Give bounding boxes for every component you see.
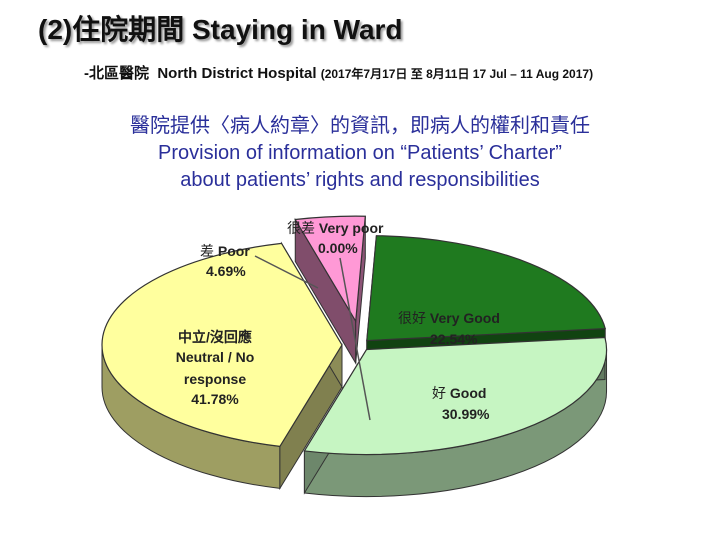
hospital-name: North District Hospital: [157, 65, 317, 82]
label-very-good-value: 22.54%: [430, 331, 478, 347]
label-very-poor-value: 0.00%: [318, 240, 358, 256]
label-very-poor-name: 很差 Very poor: [287, 220, 384, 236]
hospital-prefix: -北區醫院: [84, 65, 149, 82]
pie-slices: [101, 215, 608, 498]
hospital-subtitle: -北區醫院 North District Hospital (2017年7月17…: [84, 62, 593, 83]
slice-top-good: [303, 336, 608, 456]
survey-period: (2017年7月17日 至 8月11日 17 Jul – 11 Aug 2017…: [320, 67, 594, 81]
label-neutral-name-zh: 中立/沒回應: [178, 329, 252, 345]
slice-top-neutral-no-response: [101, 242, 343, 448]
label-good-name: 好 Good: [432, 385, 486, 401]
slice-top-very-good: [366, 235, 606, 342]
label-good-value: 30.99%: [442, 406, 490, 422]
slice-top-poor: [294, 215, 366, 324]
description-line-1: 醫院提供〈病人約章〉的資訊，即病人的權利和責任: [130, 115, 590, 137]
description-line-2: Provision of information on “Patients’ C…: [158, 142, 562, 164]
label-neutral-value: 41.78%: [191, 391, 239, 407]
leader-line-very-poor: [339, 257, 371, 421]
label-poor-name: 差 Poor: [200, 243, 250, 259]
label-neutral-name-en-2: response: [184, 371, 246, 387]
page-title: (2)住院期間 Staying in Ward: [38, 14, 403, 45]
label-poor-value: 4.69%: [206, 263, 246, 279]
leader-line-poor: [254, 255, 319, 289]
description-line-3: about patients’ rights and responsibilit…: [180, 169, 540, 191]
label-very-good-name: 很好 Very Good: [398, 310, 500, 326]
label-neutral-name-en-1: Neutral / No: [176, 349, 255, 365]
